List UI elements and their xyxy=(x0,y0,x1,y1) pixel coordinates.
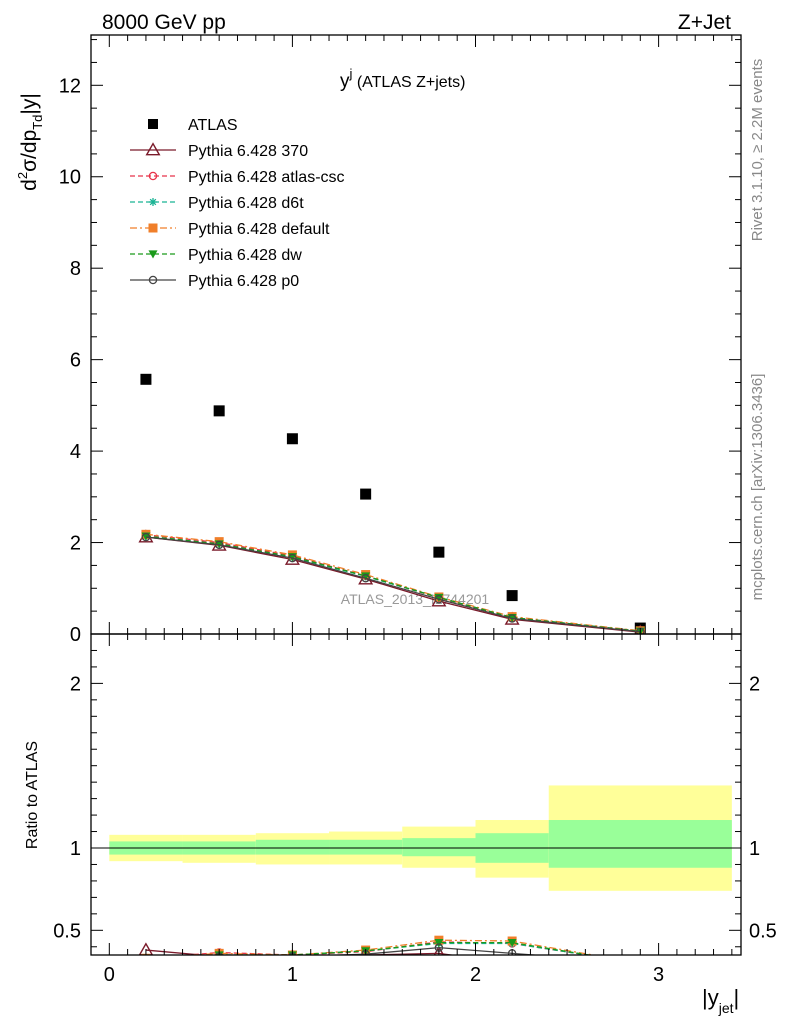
mcplots-label: mcplots.cern.ch [arXiv:1306.3436] xyxy=(749,374,766,601)
legend-label-0: ATLAS xyxy=(188,117,238,134)
legend-label-6: Pythia 6.428 p0 xyxy=(188,273,299,290)
ratio-point-3-6 xyxy=(636,959,645,968)
xtick-label: 2 xyxy=(470,964,481,986)
legend-marker-2 xyxy=(148,171,158,181)
ratio-plot-frame xyxy=(90,633,742,956)
legend-label-1: Pythia 6.428 370 xyxy=(188,143,308,160)
ratio-point-4-6 xyxy=(636,960,645,968)
main-series-line-2 xyxy=(145,534,641,632)
legend-label-2: Pythia 6.428 atlas-csc xyxy=(188,169,345,186)
ratio-ytick-label-right: 0.5 xyxy=(749,920,777,942)
ratio-uncertainty-bands xyxy=(91,785,741,891)
main-y-axis-label: d2σ/dpTd|y| xyxy=(15,93,45,191)
main-plot-title: yj (ATLAS Z+jets) xyxy=(340,66,465,92)
main-point-0-0 xyxy=(140,373,152,385)
legend-marker-0 xyxy=(148,119,158,129)
main-ytick-label: 10 xyxy=(59,167,81,189)
x-tick-labels: 0 1 2 3 xyxy=(104,964,664,986)
legend-marker-6 xyxy=(148,275,158,285)
ratio-ytick-label-left: 0.5 xyxy=(53,920,81,942)
ratio-point-2-6 xyxy=(636,959,644,967)
legend-marker-1 xyxy=(145,142,161,156)
main-point-5-3 xyxy=(361,572,371,581)
legend-label-4: Pythia 6.428 default xyxy=(188,221,330,238)
legend-label-3: Pythia 6.428 d6t xyxy=(188,195,304,212)
legend-entry-5: Pythia 6.428 dw xyxy=(130,247,302,264)
ratio-point-0-5 xyxy=(506,957,519,968)
xtick-label: 0 xyxy=(104,964,115,986)
ratio-point-0-4 xyxy=(433,945,445,955)
process-label: Z+Jet xyxy=(678,11,731,34)
main-point-6-3 xyxy=(361,573,370,583)
legend-entry-6: Pythia 6.428 p0 xyxy=(130,273,299,290)
main-point-6-5 xyxy=(507,614,517,623)
ratio-ytick-label-right: 1 xyxy=(749,838,760,860)
axis-ticks xyxy=(91,35,741,955)
ratio-ytick-label-left: 1 xyxy=(70,838,81,860)
ratio-ytick-label-right: 2 xyxy=(749,673,760,695)
ratio-band-inner-2 xyxy=(255,839,330,855)
ratio-point-0-6 xyxy=(634,957,647,968)
legend-marker-3 xyxy=(148,197,158,207)
x-axis-label: |yjet| xyxy=(702,985,739,1016)
ratio-band-inner-3 xyxy=(329,839,403,855)
main-ytick-label: 12 xyxy=(59,75,81,97)
legend-entry-2: Pythia 6.428 atlas-csc xyxy=(130,169,345,186)
main-point-0-2 xyxy=(286,433,298,445)
main-series-6 xyxy=(141,532,645,634)
ratio-series-0 xyxy=(138,942,647,968)
legend-marker-5 xyxy=(148,250,158,259)
ratio-point-4-5 xyxy=(507,939,517,948)
ratio-point-5-0 xyxy=(142,956,149,963)
legend: ATLAS Pythia 6.428 370 Pythia 6.428 atlas-… xyxy=(130,117,345,290)
ratio-ytick-label-left: 2 xyxy=(70,673,81,695)
main-point-6-4 xyxy=(434,594,444,604)
main-point-0-4 xyxy=(433,546,445,558)
main-point-0-1 xyxy=(213,405,225,417)
main-point-6-1 xyxy=(214,540,224,550)
ratio-y-tick-labels: 0.5 0.5 1 1 2 2 xyxy=(53,673,777,942)
legend-entry-4: Pythia 6.428 default xyxy=(130,221,330,238)
main-y-tick-labels: 0 2 4 6 8 10 12 xyxy=(59,75,81,646)
main-series-4 xyxy=(141,529,645,634)
main-point-6-0 xyxy=(141,532,151,542)
legend-entry-0: ATLAS xyxy=(148,117,238,134)
ratio-point-1-6 xyxy=(637,960,644,967)
main-series-2 xyxy=(141,530,645,634)
ratio-point-4-4 xyxy=(434,939,444,948)
ratio-point-5-6 xyxy=(637,960,644,967)
main-point-0-3 xyxy=(360,488,372,500)
legend-label-5: Pythia 6.428 dw xyxy=(188,247,302,264)
legend-marker-4 xyxy=(148,223,158,233)
ratio-point-4-0 xyxy=(141,954,151,955)
main-point-0-5 xyxy=(506,590,518,602)
xtick-label: 1 xyxy=(287,964,298,986)
ratio-band-inner-4 xyxy=(402,838,476,857)
ratio-y-axis-label: Ratio to ATLAS xyxy=(24,741,41,849)
main-ytick-label: 4 xyxy=(70,441,81,463)
main-ytick-label: 6 xyxy=(70,350,81,372)
energy-label: 8000 GeV pp xyxy=(102,11,226,34)
ratio-band-inner-6 xyxy=(548,820,732,868)
ratio-series-group xyxy=(138,935,647,968)
main-ytick-label: 8 xyxy=(70,258,81,280)
legend-entry-1: Pythia 6.428 370 xyxy=(130,142,308,160)
main-ytick-label: 2 xyxy=(70,533,81,555)
rivet-version-label: Rivet 3.1.10, ≥ 2.2M events xyxy=(749,59,766,242)
legend-entry-3: Pythia 6.428 d6t xyxy=(130,195,304,212)
ratio-point-1-0 xyxy=(143,954,149,955)
main-ytick-label: 0 xyxy=(70,624,81,646)
xtick-label: 3 xyxy=(653,964,664,986)
main-series-line-6 xyxy=(145,536,641,633)
main-point-6-2 xyxy=(288,553,297,563)
